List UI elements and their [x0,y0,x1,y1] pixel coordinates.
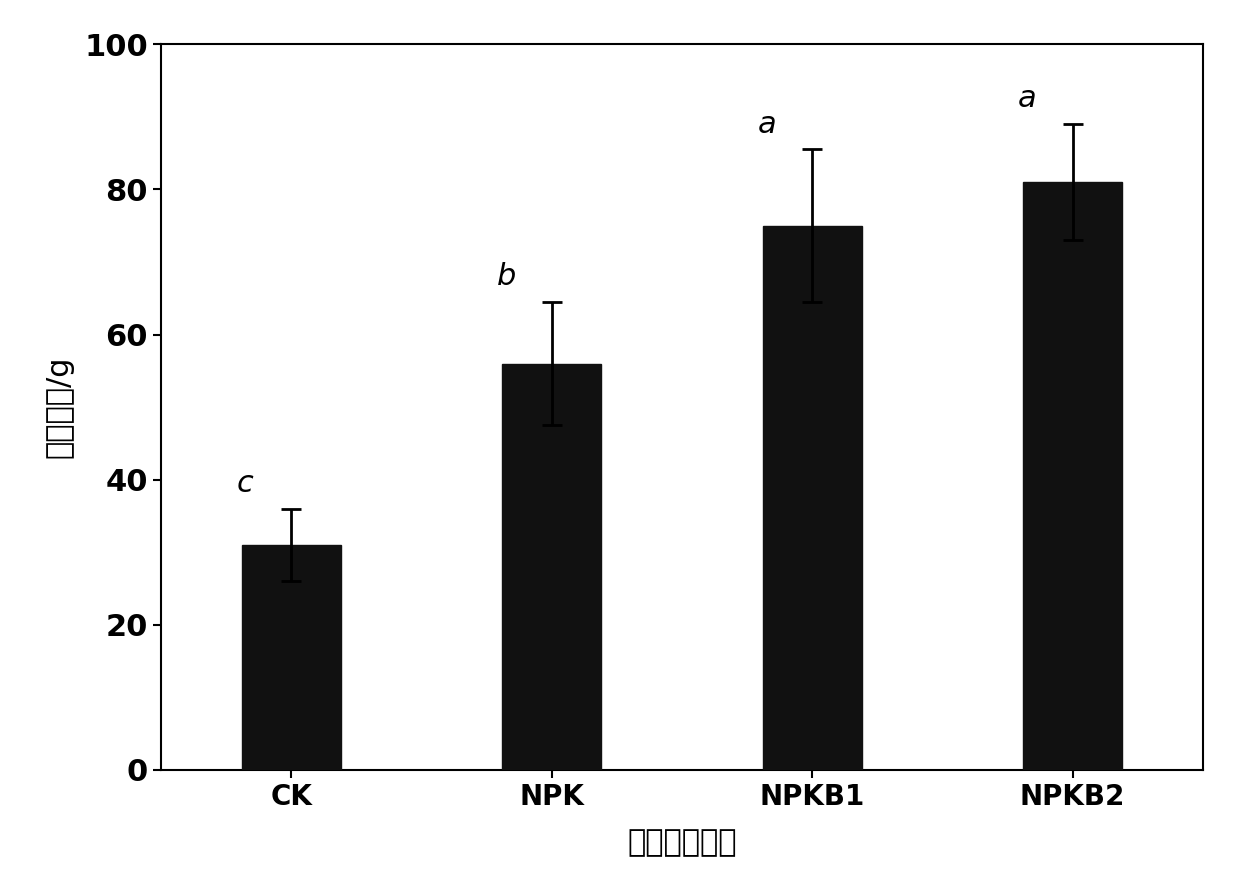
Bar [502,364,601,770]
Bar [242,545,341,770]
Text: c: c [237,469,254,497]
Bar [1023,182,1122,770]
Text: a: a [1018,84,1037,113]
Text: a: a [758,110,776,139]
Bar [763,226,862,770]
Text: b: b [497,262,517,291]
Y-axis label: 小麦产量/g: 小麦产量/g [45,356,73,458]
X-axis label: 生物质炭处理: 生物质炭处理 [627,827,737,857]
